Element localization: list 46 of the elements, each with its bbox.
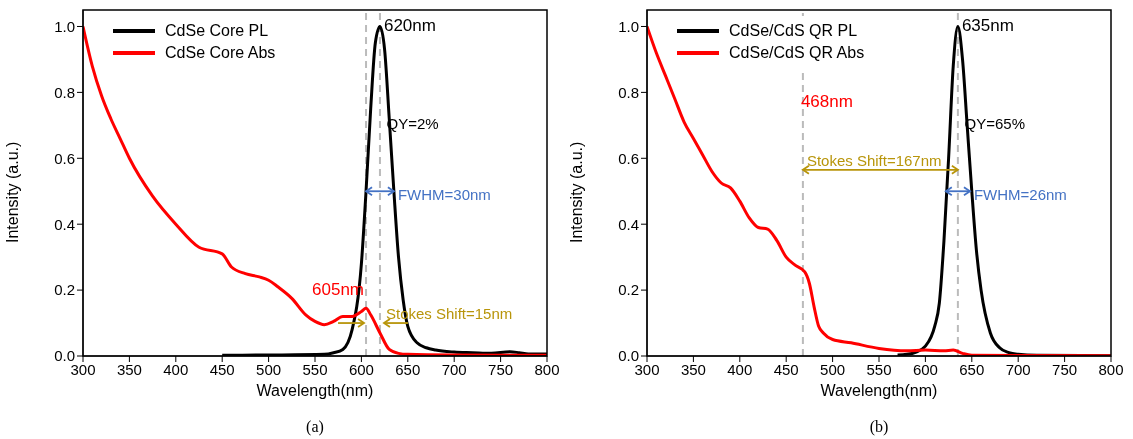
x-tick-label: 400	[727, 360, 753, 378]
legend-label: CdSe Core PL	[165, 21, 269, 41]
text: (a)	[305, 418, 325, 436]
x-tick-label: 650	[959, 360, 985, 378]
x-tick-label: 600	[912, 360, 938, 378]
annotation: 635nm	[961, 15, 1014, 35]
x-tick-label: 750	[1052, 360, 1078, 378]
x-tick-label: 400	[163, 360, 189, 378]
y-tick-label: 1.0	[54, 17, 75, 35]
x-tick-label: 800	[534, 360, 560, 378]
y-axis-title: Intensity (a.u.)	[567, 141, 585, 243]
annotation: 620nm	[383, 15, 436, 35]
y-axis-title: Intensity (a.u.)	[3, 141, 21, 243]
x-tick-label: 550	[302, 360, 328, 378]
x-tick-label: 700	[441, 360, 467, 378]
x-tick-label: 350	[680, 360, 706, 378]
x-axis-title: Wavelength(nm)	[820, 382, 938, 399]
y-tick-label: 0.8	[54, 83, 75, 101]
legend-label: CdSe/CdS QR Abs	[729, 43, 865, 63]
y-tick-label: 0.4	[54, 215, 75, 233]
annotation: FWHM=26nm	[973, 186, 1067, 204]
x-tick-label: 750	[488, 360, 514, 378]
x-tick-label: 700	[1005, 360, 1031, 378]
x-tick-label: 600	[348, 360, 374, 378]
legend-label: CdSe/CdS QR PL	[729, 21, 858, 41]
y-tick-label: 1.0	[618, 17, 639, 35]
x-tick-label: 450	[209, 360, 235, 378]
y-tick-label: 0.2	[618, 281, 639, 299]
x-tick-label: 350	[116, 360, 142, 378]
x-tick-label: 650	[395, 360, 421, 378]
y-tick-label: 0.2	[54, 281, 75, 299]
annotation: FWHM=30nm	[397, 186, 491, 204]
y-tick-label: 0.6	[618, 149, 639, 167]
x-tick-label: 550	[866, 360, 892, 378]
annotation: 468nm	[800, 91, 853, 111]
x-tick-label: 500	[256, 360, 282, 378]
y-tick-label: 0.8	[618, 83, 639, 101]
x-tick-label: 800	[1098, 360, 1124, 378]
x-axis-title: Wavelength(nm)	[256, 382, 374, 399]
x-tick-label: 450	[773, 360, 799, 378]
y-tick-label: 0.4	[618, 215, 639, 233]
legend-label: CdSe Core Abs	[165, 43, 276, 63]
annotation: Stokes Shift=167nm	[806, 151, 942, 169]
text: (b)	[868, 418, 890, 436]
y-tick-label: 0.6	[54, 149, 75, 167]
x-tick-label: 500	[820, 360, 846, 378]
